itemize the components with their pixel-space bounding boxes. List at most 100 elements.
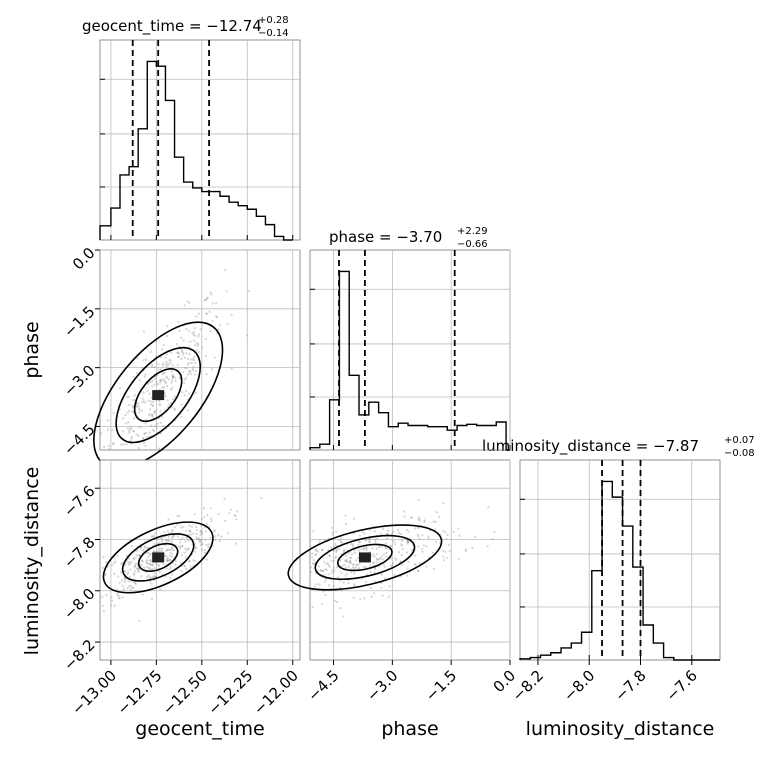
scatter-point [403, 515, 406, 518]
scatter-point [171, 529, 174, 532]
scatter-point [165, 539, 168, 543]
scatter-point [327, 563, 330, 567]
scatter-point [199, 328, 202, 331]
scatter-point [130, 435, 133, 438]
scatter-point [361, 531, 364, 534]
scatter-point [106, 564, 110, 568]
scatter-point [225, 290, 228, 293]
scatter-point [132, 398, 135, 402]
scatter-point [410, 548, 413, 551]
scatter-point [210, 519, 213, 522]
scatter-point [129, 439, 132, 442]
scatter-point [142, 566, 146, 569]
scatter-point [171, 373, 174, 376]
scatter-point [161, 364, 164, 367]
scatter-point [173, 534, 176, 537]
scatter-point [167, 538, 170, 541]
title-luminosity-distance-sub: −0.08 [724, 448, 755, 459]
scatter-point [442, 549, 445, 552]
scatter-point [391, 532, 394, 536]
scatter-point [442, 555, 445, 558]
scatter-point [129, 425, 132, 428]
scatter-point [410, 516, 414, 519]
scatter-point [148, 576, 151, 579]
scatter-point [208, 525, 211, 528]
bottom-ticklabel-phase-2: −1.5 [422, 666, 460, 704]
scatter-point [423, 520, 426, 524]
scatter-point [143, 546, 146, 549]
scatter-point [381, 527, 385, 530]
scatter-point [127, 395, 130, 398]
scatter-point [344, 523, 348, 526]
scatter-point [164, 554, 167, 557]
scatter-point [177, 545, 180, 548]
scatter-point [155, 562, 158, 565]
scatter-point [442, 502, 445, 505]
scatter-point [173, 526, 176, 529]
scatter-point [464, 548, 468, 551]
scatter-point [493, 530, 496, 533]
scatter-point [434, 540, 438, 544]
scatter-point [179, 547, 182, 550]
scatter-point [427, 535, 430, 538]
scatter-point [127, 562, 131, 565]
scatter-point [163, 531, 166, 534]
scatter-point [109, 604, 113, 607]
scatter-point [153, 366, 156, 369]
scatter-point [320, 569, 323, 572]
scatter-point [464, 550, 467, 553]
scatter-point [358, 562, 361, 566]
scatter-point [311, 552, 314, 555]
scatter-point [194, 550, 197, 553]
hist-step-phase [309, 270, 510, 451]
scatter-point [200, 346, 204, 349]
xlabel-phase: phase [381, 718, 438, 740]
scatter-point [192, 559, 195, 562]
scatter-point [209, 291, 212, 294]
scatter-point [371, 547, 374, 550]
scatter-point [134, 582, 137, 586]
scatter-point [134, 564, 137, 568]
scatter-point [108, 448, 111, 451]
scatter-point [400, 544, 404, 547]
scatter-point [309, 570, 312, 573]
scatter-point [187, 370, 191, 373]
scatter-point [189, 358, 192, 361]
scatter-point [328, 584, 331, 587]
scatter-point [151, 404, 155, 408]
scatter-point [150, 365, 154, 368]
scatter-point [132, 558, 135, 561]
scatter-point [144, 373, 147, 376]
scatter-point [194, 542, 197, 545]
scatter-point [180, 526, 183, 529]
scatter-point [194, 526, 198, 529]
left-ticklabel-luminosity_distance-0: −8.2 [60, 636, 98, 674]
scatter-point [318, 539, 321, 542]
scatter-point [152, 535, 155, 538]
scatter-point [382, 563, 385, 566]
scatter-point [353, 563, 356, 566]
scatter-point [386, 537, 389, 540]
scatter-point [126, 573, 129, 576]
scatter-point [190, 361, 193, 365]
scatter-point [148, 553, 152, 556]
scatter-point [193, 344, 197, 347]
scatter-point [152, 428, 155, 431]
scatter-point [421, 547, 424, 550]
scatter-point [148, 563, 152, 566]
scatter-point [157, 547, 160, 550]
scatter-point [161, 362, 165, 365]
scatter-point [132, 375, 135, 379]
scatter-point [442, 529, 445, 533]
scatter-point [160, 379, 163, 383]
scatter-point [158, 550, 161, 553]
hist-step-geocent_time [99, 60, 293, 241]
scatter-point [351, 543, 355, 546]
scatter-point [331, 531, 335, 534]
scatter-point [145, 431, 148, 435]
scatter-point [335, 530, 338, 533]
scatter-point [328, 565, 331, 568]
scatter-point [151, 576, 155, 579]
scatter-point [186, 547, 189, 550]
scatter-point [204, 530, 208, 533]
